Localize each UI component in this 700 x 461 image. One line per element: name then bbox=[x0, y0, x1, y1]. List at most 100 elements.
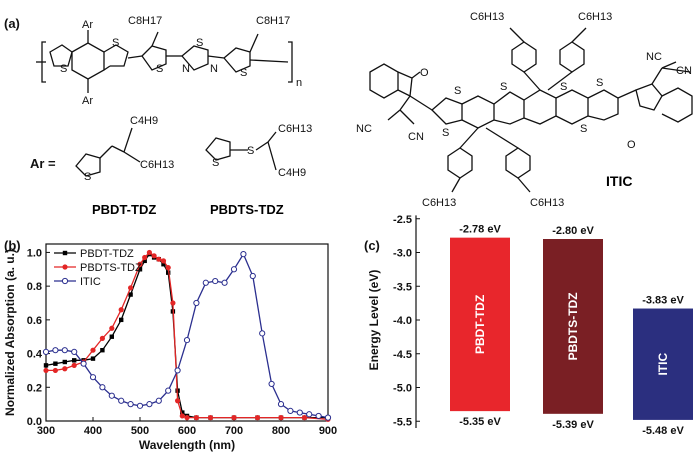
abs-point-itic bbox=[165, 387, 172, 394]
abs-point-itic bbox=[315, 412, 322, 420]
abs-point-pbdt-tdz bbox=[175, 388, 180, 393]
abs-x-tick-label: 700 bbox=[225, 425, 243, 437]
itic-s-1: S bbox=[454, 85, 461, 97]
ar-substituent-drawings bbox=[75, 127, 277, 177]
abs-point-pbdts-tdz bbox=[175, 398, 181, 404]
abs-point-itic bbox=[277, 401, 285, 408]
abs-point-pbdt-tdz bbox=[255, 415, 260, 420]
abs-point-pbdt-tdz bbox=[231, 415, 237, 420]
abs-point-pbdt-tdz bbox=[156, 256, 161, 262]
atom-s-1: S bbox=[60, 63, 67, 75]
abs-y-tick-label: 0.6 bbox=[27, 315, 42, 327]
abs-point-pbdt-tdz bbox=[72, 358, 77, 363]
atom-n-1: N bbox=[182, 63, 190, 75]
chemical-structures: Ar Ar S S S S N N S C8H17 C8H17 n Ar = S… bbox=[30, 11, 693, 217]
c4h9-label-1: C4H9 bbox=[130, 115, 158, 127]
abs-point-itic bbox=[249, 272, 256, 280]
energy-y-tick-label: -4.0 bbox=[393, 315, 412, 327]
itic-atom-labels: C6H13 C6H13 C6H13 C6H13 O O NC CN NC CN … bbox=[356, 11, 692, 209]
abs-y-tick-label: 0.8 bbox=[27, 281, 42, 293]
abs-legend-marker bbox=[61, 277, 69, 285]
abs-point-itic bbox=[296, 409, 303, 416]
energy-bar-label: PBDTS-TDZ bbox=[566, 292, 580, 360]
atom-s-ar1: S bbox=[84, 171, 91, 183]
abs-point-pbdts-tdz bbox=[165, 265, 171, 271]
abs-point-pbdt-tdz bbox=[151, 255, 157, 260]
itic-cn-right: CN bbox=[676, 65, 692, 77]
abs-point-pbdts-tdz bbox=[156, 256, 162, 262]
energy-homo-label: -5.35 eV bbox=[459, 416, 501, 428]
abs-point-itic bbox=[80, 360, 87, 367]
abs-x-tick-label: 400 bbox=[84, 425, 102, 437]
abs-point-pbdts-tdz bbox=[170, 300, 176, 306]
atom-s-4: S bbox=[196, 37, 203, 49]
abs-point-pbdts-tdz bbox=[184, 415, 190, 421]
abs-point-pbdt-tdz bbox=[208, 415, 213, 420]
repeat-n-label: n bbox=[296, 77, 302, 89]
itic-c6h13-1: C6H13 bbox=[470, 11, 504, 23]
abs-point-pbdts-tdz bbox=[160, 258, 167, 264]
itic-s-3: S bbox=[560, 81, 567, 93]
itic-s-6: S bbox=[580, 123, 587, 135]
abs-point-pbdt-tdz bbox=[180, 410, 185, 415]
abs-point-pbdts-tdz bbox=[301, 415, 308, 421]
abs-point-itic bbox=[61, 347, 68, 354]
abs-point-itic bbox=[136, 402, 144, 409]
abs-point-pbdts-tdz bbox=[52, 367, 59, 374]
polymer-atom-labels: Ar Ar S S S S N N S C8H17 C8H17 n bbox=[60, 15, 302, 107]
abs-point-itic bbox=[42, 348, 50, 355]
abs-point-itic bbox=[155, 397, 162, 404]
itic-c6h13-4: C6H13 bbox=[530, 197, 564, 209]
energy-y-tick-label: -4.5 bbox=[393, 349, 412, 361]
abs-x-tick-label: 800 bbox=[272, 425, 290, 437]
abs-point-itic bbox=[268, 380, 275, 388]
itic-c6h13-2: C6H13 bbox=[578, 11, 612, 23]
energy-y-axis-label: Energy Level (eV) bbox=[367, 270, 381, 371]
energy-bar-pbdt-tdz bbox=[450, 237, 510, 412]
abs-point-pbdts-tdz bbox=[179, 413, 185, 419]
itic-o-left: O bbox=[420, 67, 429, 79]
ar-equals-label: Ar = bbox=[30, 156, 56, 171]
abs-point-itic bbox=[230, 266, 238, 273]
abs-point-pbdts-tdz bbox=[151, 253, 157, 259]
abs-point-pbdt-tdz bbox=[128, 292, 133, 297]
abs-series-line-pbdts-tdz bbox=[46, 251, 329, 420]
c6h13-label-ar1: C6H13 bbox=[140, 159, 174, 171]
abs-point-itic bbox=[212, 277, 219, 285]
atom-s-ar2b: S bbox=[247, 145, 254, 157]
abs-series-line-pbdt-tdz bbox=[45, 253, 328, 419]
abs-legend-label: PBDT-TDZ bbox=[80, 248, 134, 260]
abs-point-itic bbox=[118, 397, 125, 404]
itic-o-right: O bbox=[627, 139, 636, 151]
abs-point-pbdts-tdz bbox=[278, 415, 284, 421]
ar-top-label: Ar bbox=[82, 19, 93, 31]
itic-s-2: S bbox=[500, 81, 507, 93]
abs-point-pbdt-tdz bbox=[43, 363, 49, 368]
abs-point-itic bbox=[108, 392, 115, 399]
abs-y-axis-label: Normalized Absorption (a. u.) bbox=[3, 249, 17, 416]
abs-point-itic bbox=[193, 299, 200, 307]
abs-point-pbdt-tdz bbox=[147, 251, 152, 257]
abs-x-tick-label: 500 bbox=[131, 425, 149, 437]
abs-point-pbdts-tdz bbox=[43, 367, 49, 374]
abs-x-tick-label: 900 bbox=[319, 425, 337, 437]
abs-plot-frame bbox=[45, 243, 329, 422]
abs-point-pbdts-tdz bbox=[146, 249, 152, 256]
abs-point-itic bbox=[183, 336, 191, 344]
abs-point-itic bbox=[287, 407, 294, 414]
energy-bar-label: ITIC bbox=[656, 353, 670, 376]
abs-point-pbdt-tdz bbox=[142, 258, 147, 264]
energy-y-tick-label: -3.0 bbox=[393, 248, 412, 260]
abs-point-pbdt-tdz bbox=[90, 356, 96, 361]
abs-point-pbdts-tdz bbox=[325, 416, 331, 422]
abs-point-pbdt-tdz bbox=[325, 415, 331, 420]
abs-point-pbdt-tdz bbox=[119, 317, 124, 323]
abs-point-pbdts-tdz bbox=[231, 415, 237, 421]
energy-bar-label: PBDT-TDZ bbox=[473, 295, 487, 354]
abs-point-pbdt-tdz bbox=[109, 334, 114, 339]
energy-y-tick-label: -3.5 bbox=[393, 281, 412, 293]
abs-point-pbdt-tdz bbox=[278, 415, 284, 420]
abs-point-itic bbox=[127, 401, 134, 408]
abs-point-pbdt-tdz bbox=[170, 309, 176, 314]
energy-bar-pbdts-tdz bbox=[543, 239, 603, 414]
